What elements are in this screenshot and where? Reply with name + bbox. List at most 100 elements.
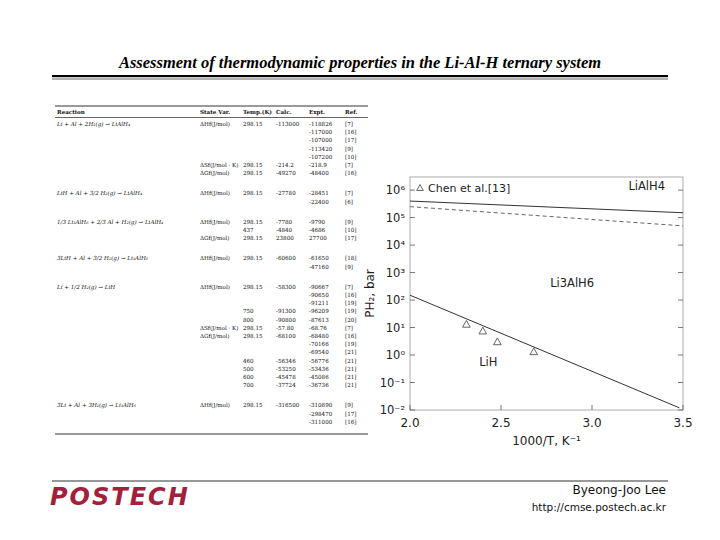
data-line	[410, 201, 683, 213]
y-tick	[410, 272, 415, 273]
table-cell: 298.15	[243, 333, 263, 339]
table-rule	[55, 434, 368, 435]
table-cell: 298.15	[243, 121, 263, 127]
data-point	[463, 320, 471, 327]
table-cell: [16]	[345, 129, 356, 135]
table-cell: [21]	[345, 374, 356, 380]
table-cell: [19]	[345, 300, 356, 306]
x-tick	[410, 405, 411, 410]
table-header: Calc.	[276, 109, 292, 115]
table-cell: [7]	[345, 162, 353, 168]
data-line	[410, 295, 679, 408]
table-cell: -4686	[309, 227, 326, 233]
reaction: 1/3 Li₃AlH₆ + 2/3 Al + H₂(g) → LiAlH₄	[57, 219, 164, 226]
table-header: State Var.	[200, 109, 230, 115]
y-tick-label: 10⁵	[386, 211, 406, 225]
table-cell: [21]	[345, 366, 356, 372]
title-rule	[52, 75, 668, 77]
table-cell: [21]	[345, 349, 356, 355]
table-cell: [9]	[345, 402, 353, 408]
table-cell: [21]	[345, 358, 356, 364]
author: Byeong-Joo Lee	[572, 483, 666, 497]
table-cell: -90800	[276, 317, 296, 323]
x-tick	[501, 405, 502, 410]
legend-marker	[417, 185, 424, 191]
region-label: LiAlH4	[628, 179, 665, 193]
table-cell: 800	[243, 317, 254, 323]
table-cell: [17]	[345, 411, 356, 417]
table-header: Reaction	[57, 109, 85, 115]
table-cell: [21]	[345, 382, 356, 388]
table-cell: -53250	[276, 366, 296, 372]
table-cell: -7780	[276, 219, 293, 225]
y-tick-label: 10¹	[386, 321, 405, 335]
y-tick	[678, 382, 683, 383]
table-cell: ΔHf(J/mol)	[200, 190, 230, 197]
table-cell: [7]	[345, 121, 353, 127]
reaction: 3LiH + Al + 3/2 H₂(g) → Li₃AlH₆	[57, 255, 149, 262]
table-cell: -68.76	[309, 325, 327, 331]
title-rule	[52, 79, 668, 80]
table-cell: -218.9	[309, 162, 327, 168]
table-cell: 437	[243, 227, 254, 233]
table-cell: [19]	[345, 308, 356, 314]
title: Assessment of thermodynamic properties i…	[118, 53, 601, 72]
chart: 10⁻²10⁻¹10⁰10¹10²10³10⁴10⁵10⁶2.02.53.03.…	[363, 160, 693, 458]
table-cell: ΔGf(J/mol)	[200, 170, 230, 177]
table-rule	[55, 106, 368, 107]
logo: POSTECH	[50, 483, 190, 511]
slide: Assessment of thermodynamic properties i…	[0, 0, 720, 540]
y-axis-label: PH₂, bar	[363, 269, 377, 318]
table-header: Ref.	[345, 109, 357, 115]
x-tick-label: 3.0	[582, 416, 601, 430]
y-tick-label: 10⁻¹	[380, 376, 405, 390]
y-tick-label: 10²	[386, 293, 405, 307]
y-tick-label: 10³	[386, 266, 406, 280]
y-tick	[410, 190, 415, 191]
y-tick-label: 10⁰	[386, 348, 406, 362]
table-cell: [16]	[345, 419, 356, 425]
table-cell: -107200	[309, 154, 333, 160]
table-cell: 298.15	[243, 402, 263, 408]
table-cell: [16]	[345, 170, 356, 176]
url: http://cmse.postech.ac.kr	[532, 501, 667, 513]
y-tick	[678, 410, 683, 411]
table-cell: [18]	[345, 255, 356, 261]
x-tick-label: 2.0	[400, 416, 419, 430]
x-tick	[683, 405, 684, 410]
y-tick	[678, 190, 683, 191]
table-cell: -45086	[309, 374, 329, 380]
table-cell: [10]	[345, 227, 356, 233]
table-cell: -70166	[309, 341, 329, 347]
table-cell: -22400	[309, 199, 329, 205]
table-cell: ΔHf(J/mol)	[200, 402, 230, 409]
y-tick	[410, 327, 415, 328]
y-tick-label: 10⁴	[386, 238, 406, 252]
table-cell: 460	[243, 358, 254, 364]
table-cell: -9790	[309, 219, 326, 225]
x-tick-label: 3.5	[673, 416, 692, 430]
table-cell: -91300	[276, 308, 296, 314]
table-cell: 750	[243, 308, 254, 314]
table-cell: 500	[243, 366, 254, 372]
data-point	[530, 348, 538, 355]
y-tick	[410, 382, 415, 383]
y-tick	[678, 272, 683, 273]
table-cell: ΔHf(J/mol)	[200, 121, 230, 128]
table-cell: -53436	[309, 366, 329, 372]
reaction: 3Li + Al + 3H₂(g) → Li₃AlH₆	[57, 402, 137, 409]
table-cell: [7]	[345, 325, 353, 331]
table-cell: [6]	[345, 199, 353, 205]
table-cell: -27780	[276, 190, 296, 196]
x-tick-label: 2.5	[491, 416, 510, 430]
footer-rule	[52, 480, 668, 481]
table-cell: -4840	[276, 227, 293, 233]
table-cell: -91211	[309, 300, 329, 306]
table-cell: [9]	[345, 219, 353, 225]
table-cell: ΔGf(J/mol)	[200, 235, 230, 242]
table-cell: -58300	[276, 284, 296, 290]
table-cell: [17]	[345, 235, 356, 241]
table-cell: [16]	[345, 292, 356, 298]
table-cell: [16]	[345, 333, 356, 339]
table-cell: 298.15	[243, 325, 263, 331]
